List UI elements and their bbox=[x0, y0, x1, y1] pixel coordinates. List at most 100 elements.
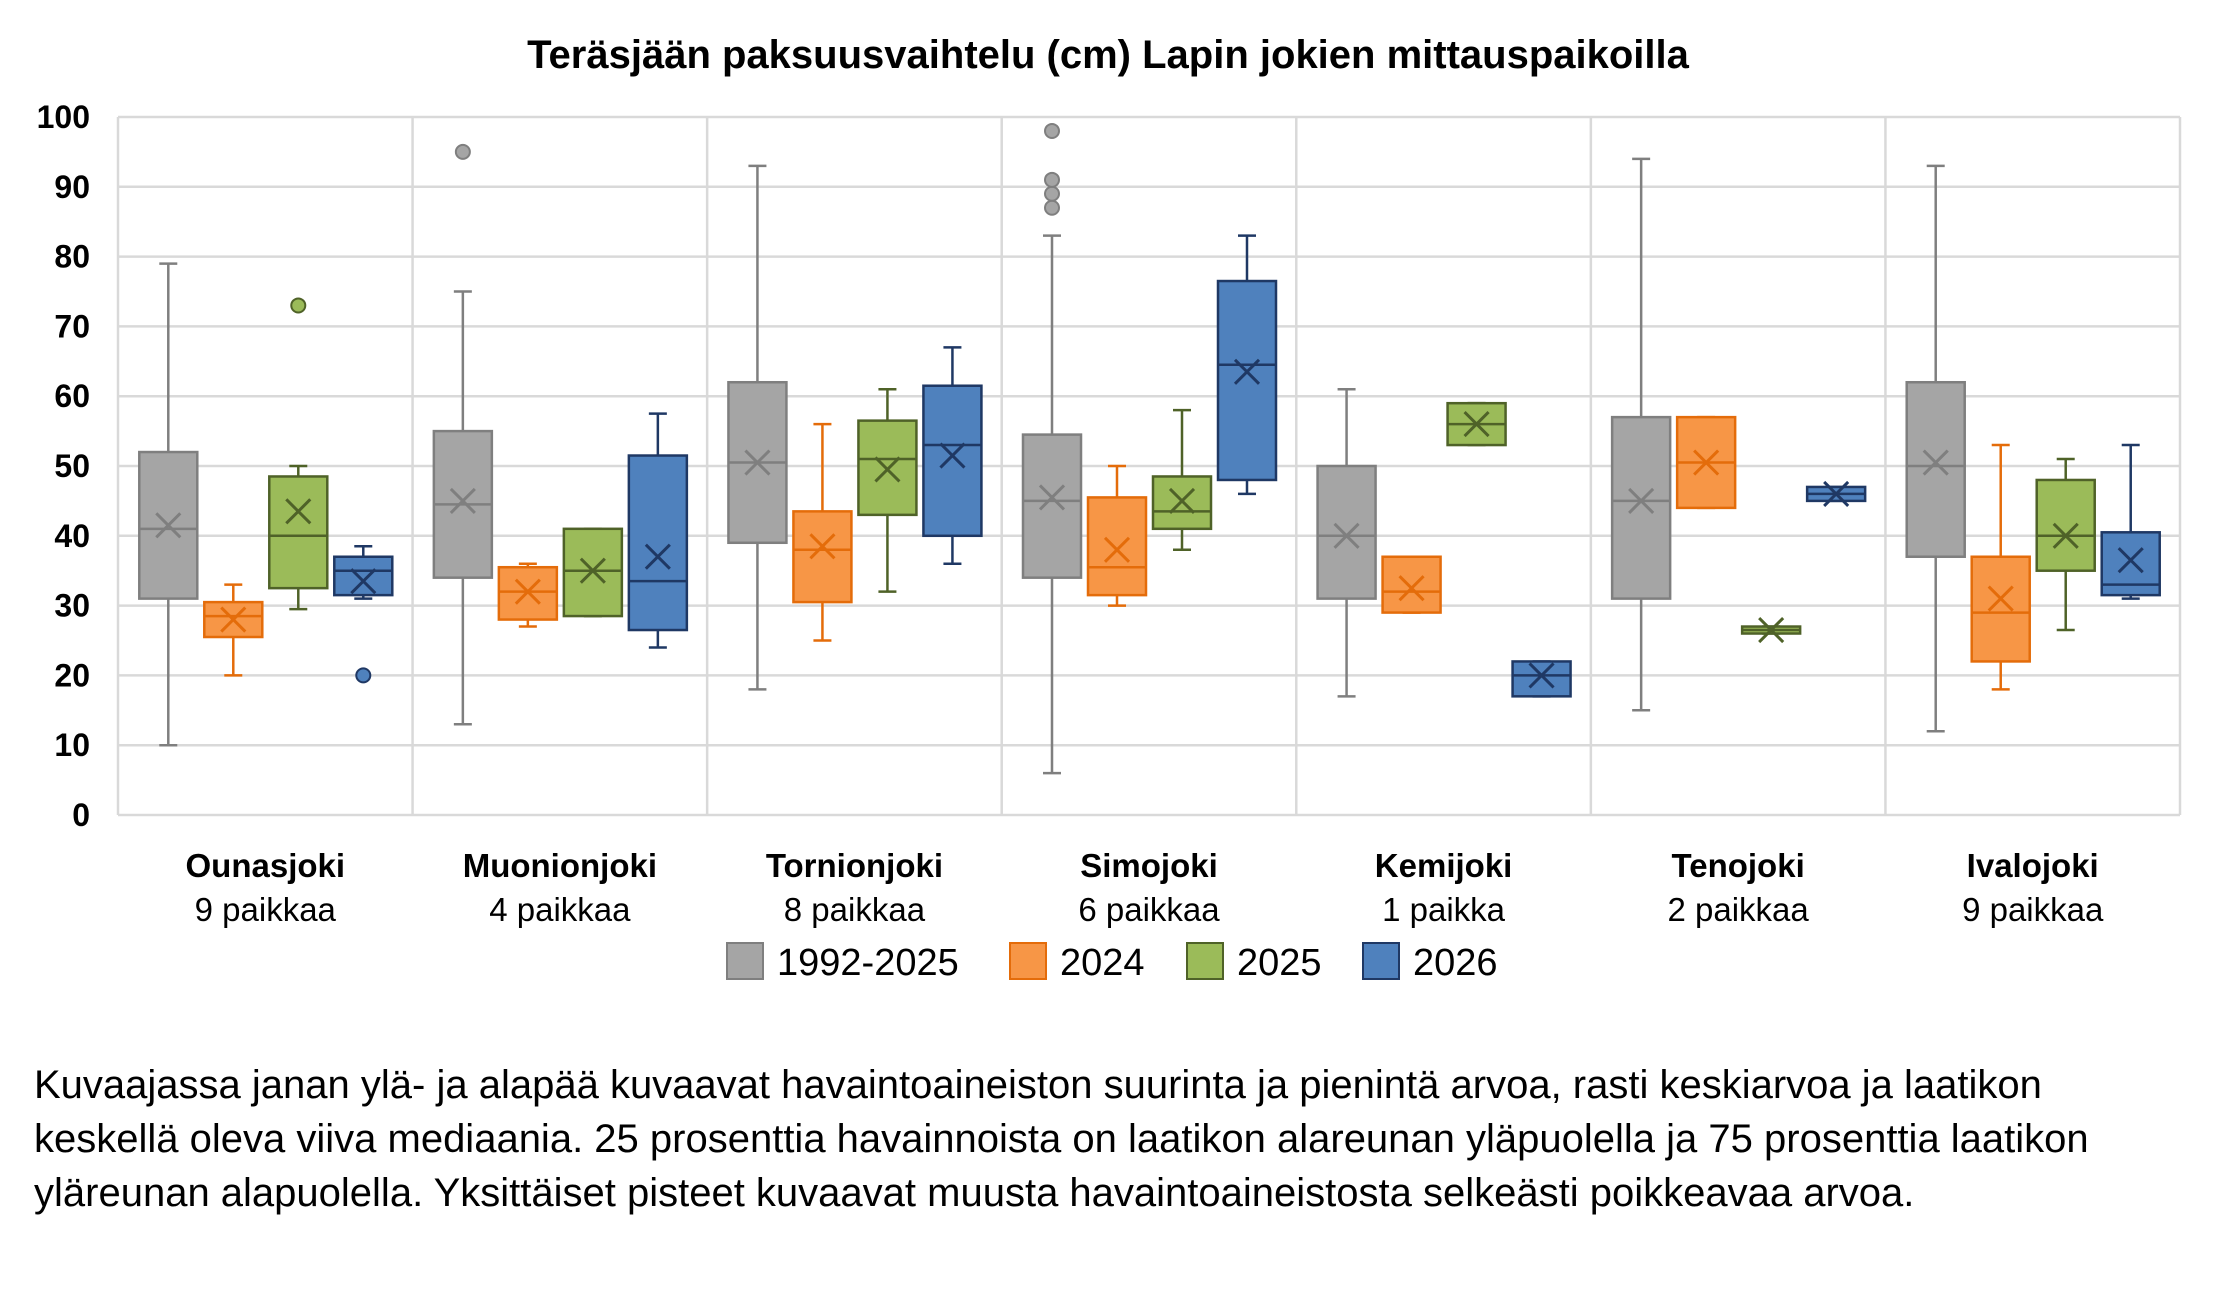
y-tick-label: 100 bbox=[37, 99, 90, 135]
box-simojoki-2024 bbox=[1086, 464, 1148, 607]
box-body bbox=[792, 510, 853, 604]
boxplot-chart: Teräsjään paksuusvaihtelu (cm) Lapin jok… bbox=[37, 33, 2182, 984]
mean-marker bbox=[1168, 487, 1196, 514]
category-label: Simojoki bbox=[1080, 847, 1218, 884]
category-label: Tenojoki bbox=[1672, 847, 1805, 884]
category-label: Muonionjoki bbox=[463, 847, 657, 884]
box-muonionjoki-1992-2025 bbox=[432, 143, 494, 726]
box-body bbox=[1970, 555, 2031, 663]
mean-marker bbox=[579, 557, 606, 584]
category-sublabel: 2 paikkaa bbox=[1668, 891, 1810, 928]
category-sublabel: 6 paikkaa bbox=[1078, 891, 1220, 928]
box-muonionjoki-2026 bbox=[627, 412, 689, 649]
box-tenojoki-1992-2025 bbox=[1610, 157, 1672, 712]
box-kemijoki-2024 bbox=[1381, 555, 1442, 614]
box-kemijoki-1992-2025 bbox=[1316, 387, 1377, 698]
legend-label: 2026 bbox=[1413, 942, 1498, 984]
legend-swatch bbox=[1362, 942, 1400, 980]
y-tick-label: 80 bbox=[54, 239, 90, 275]
caption-text: Kuvaajassa janan ylä- ja alapää kuvaavat… bbox=[34, 1063, 2089, 1215]
legend-swatch bbox=[726, 942, 764, 980]
box-body bbox=[1316, 464, 1377, 600]
grid-lines bbox=[116, 115, 2182, 817]
mean-marker bbox=[1103, 536, 1131, 563]
mean-marker bbox=[350, 568, 377, 595]
box-tenojoki-2025 bbox=[1740, 616, 1802, 644]
legend-label: 2024 bbox=[1060, 942, 1145, 984]
plot-area bbox=[138, 122, 2161, 775]
y-tick-label: 60 bbox=[54, 378, 90, 414]
box-body bbox=[268, 475, 329, 590]
box-body bbox=[497, 565, 559, 621]
box-ounasjoki-2024 bbox=[203, 583, 264, 677]
box-ivalojoki-2025 bbox=[2035, 457, 2096, 632]
y-axis-ticks: 0 10 20 30 40 50 60 70 80 90 100 bbox=[37, 99, 90, 833]
mean-marker bbox=[1987, 585, 2014, 612]
mean-marker bbox=[220, 606, 247, 633]
mean-marker bbox=[2117, 547, 2144, 574]
outlier-point bbox=[1044, 171, 1060, 188]
mean-marker bbox=[1398, 575, 1425, 602]
box-body bbox=[1021, 433, 1083, 579]
category-label: Ounasjoki bbox=[186, 847, 346, 884]
legend-item-1992-2025: 1992-2025 bbox=[726, 942, 959, 984]
mean-marker bbox=[1758, 616, 1785, 644]
mean-marker bbox=[155, 512, 182, 539]
box-tornionjoki-2025 bbox=[857, 387, 918, 593]
box-simojoki-2025 bbox=[1151, 408, 1213, 552]
chart-title: Teräsjään paksuusvaihtelu (cm) Lapin jok… bbox=[527, 33, 1690, 77]
box-ivalojoki-2024 bbox=[1970, 443, 2031, 691]
outlier-point bbox=[355, 667, 372, 684]
category-sublabel: 4 paikkaa bbox=[489, 891, 631, 928]
box-body bbox=[1511, 660, 1572, 698]
legend-item-2026: 2026 bbox=[1362, 942, 1498, 984]
box-body bbox=[922, 384, 983, 538]
mean-marker bbox=[285, 498, 312, 525]
mean-marker bbox=[1693, 449, 1720, 476]
y-tick-label: 20 bbox=[54, 657, 90, 693]
box-kemijoki-2026 bbox=[1511, 660, 1572, 698]
mean-marker bbox=[874, 456, 901, 483]
outlier-point bbox=[1044, 199, 1060, 216]
box-tornionjoki-1992-2025 bbox=[727, 164, 788, 691]
box-body bbox=[1905, 380, 1966, 558]
box-body bbox=[627, 454, 689, 632]
y-tick-label: 70 bbox=[54, 308, 90, 344]
outlier-point bbox=[454, 143, 471, 160]
box-tornionjoki-2026 bbox=[922, 346, 983, 565]
y-tick-label: 50 bbox=[54, 448, 90, 484]
mean-marker bbox=[1038, 484, 1066, 511]
category-label: Kemijoki bbox=[1375, 847, 1513, 884]
y-tick-label: 90 bbox=[54, 169, 90, 205]
box-ivalojoki-1992-2025 bbox=[1905, 164, 1966, 733]
mean-marker bbox=[1233, 358, 1261, 385]
box-ounasjoki-1992-2025 bbox=[138, 262, 199, 747]
mean-marker bbox=[809, 533, 836, 560]
mean-marker bbox=[1922, 449, 1949, 476]
box-muonionjoki-2024 bbox=[497, 562, 559, 628]
outlier-point bbox=[1044, 122, 1060, 139]
box-body bbox=[1216, 279, 1278, 482]
y-tick-label: 0 bbox=[72, 797, 90, 833]
y-tick-label: 40 bbox=[54, 518, 90, 554]
category-sublabel: 9 paikkaa bbox=[1962, 891, 2104, 928]
box-ounasjoki-2026 bbox=[333, 545, 394, 684]
box-body bbox=[2035, 478, 2096, 572]
box-ivalojoki-2026 bbox=[2100, 443, 2161, 600]
legend-swatch bbox=[1009, 942, 1047, 980]
box-body bbox=[1381, 555, 1442, 614]
y-tick-label: 10 bbox=[54, 727, 90, 763]
x-axis-categories: Ounasjoki 9 paikkaa Muonionjoki 4 paikkaa To… bbox=[186, 847, 2104, 928]
mean-marker bbox=[1463, 411, 1490, 438]
outlier-point bbox=[290, 297, 307, 314]
mean-marker bbox=[1628, 487, 1655, 514]
mean-marker bbox=[939, 442, 966, 469]
mean-marker bbox=[2052, 522, 2079, 549]
box-tornionjoki-2024 bbox=[792, 422, 853, 642]
mean-marker bbox=[514, 578, 541, 605]
mean-marker bbox=[449, 487, 476, 514]
box-kemijoki-2025 bbox=[1446, 401, 1507, 447]
mean-marker bbox=[1823, 480, 1850, 507]
category-label: Tornionjoki bbox=[766, 847, 943, 884]
legend-swatch bbox=[1186, 942, 1224, 980]
